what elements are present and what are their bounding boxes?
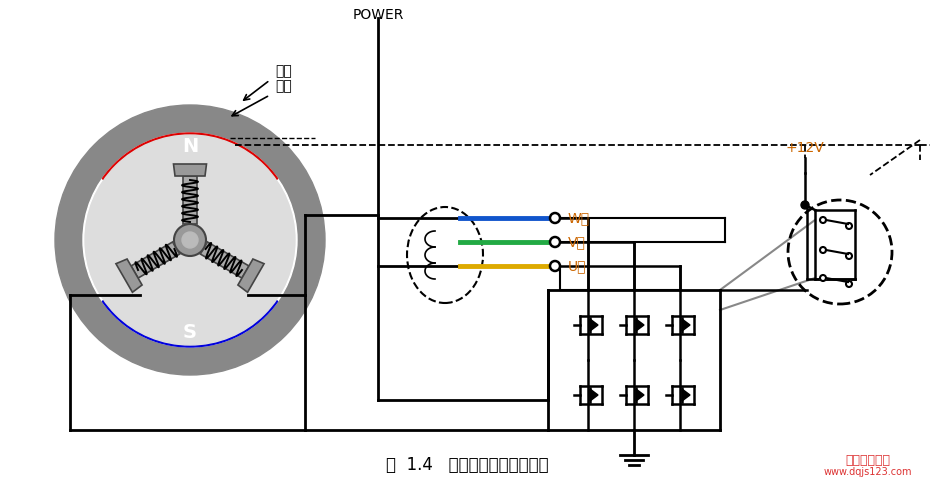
Polygon shape	[590, 389, 598, 401]
Text: 电工技术之家: 电工技术之家	[845, 453, 890, 467]
Text: 定子: 定子	[275, 79, 291, 93]
Text: 转子: 转子	[275, 64, 291, 78]
Polygon shape	[636, 319, 644, 331]
Text: www.dqjs123.com: www.dqjs123.com	[824, 467, 913, 477]
Polygon shape	[682, 319, 690, 331]
Text: W相: W相	[568, 211, 590, 225]
Circle shape	[55, 105, 325, 375]
Circle shape	[801, 201, 809, 209]
Wedge shape	[103, 133, 277, 193]
Polygon shape	[590, 319, 598, 331]
Circle shape	[846, 253, 852, 259]
Circle shape	[174, 224, 206, 256]
Polygon shape	[238, 259, 264, 292]
Wedge shape	[103, 286, 277, 347]
Circle shape	[820, 247, 826, 253]
Circle shape	[846, 223, 852, 229]
Circle shape	[182, 232, 198, 248]
Circle shape	[550, 213, 560, 223]
Text: 图  1.4   无刷直流电机转动原理: 图 1.4 无刷直流电机转动原理	[386, 456, 548, 474]
Circle shape	[820, 217, 826, 223]
Polygon shape	[131, 242, 179, 278]
Circle shape	[550, 261, 560, 271]
Text: N: N	[182, 138, 198, 156]
Polygon shape	[682, 389, 690, 401]
Polygon shape	[183, 176, 197, 224]
Text: POWER: POWER	[352, 8, 403, 22]
Circle shape	[820, 275, 826, 281]
Polygon shape	[201, 242, 249, 278]
Text: V相: V相	[568, 235, 586, 249]
Text: U相: U相	[568, 259, 587, 273]
Polygon shape	[174, 164, 206, 176]
Circle shape	[846, 281, 852, 287]
Circle shape	[550, 237, 560, 247]
Text: +12V: +12V	[785, 141, 825, 155]
Polygon shape	[116, 259, 142, 292]
Circle shape	[83, 133, 297, 347]
Circle shape	[85, 135, 295, 345]
Text: S: S	[183, 324, 197, 343]
Polygon shape	[636, 389, 644, 401]
